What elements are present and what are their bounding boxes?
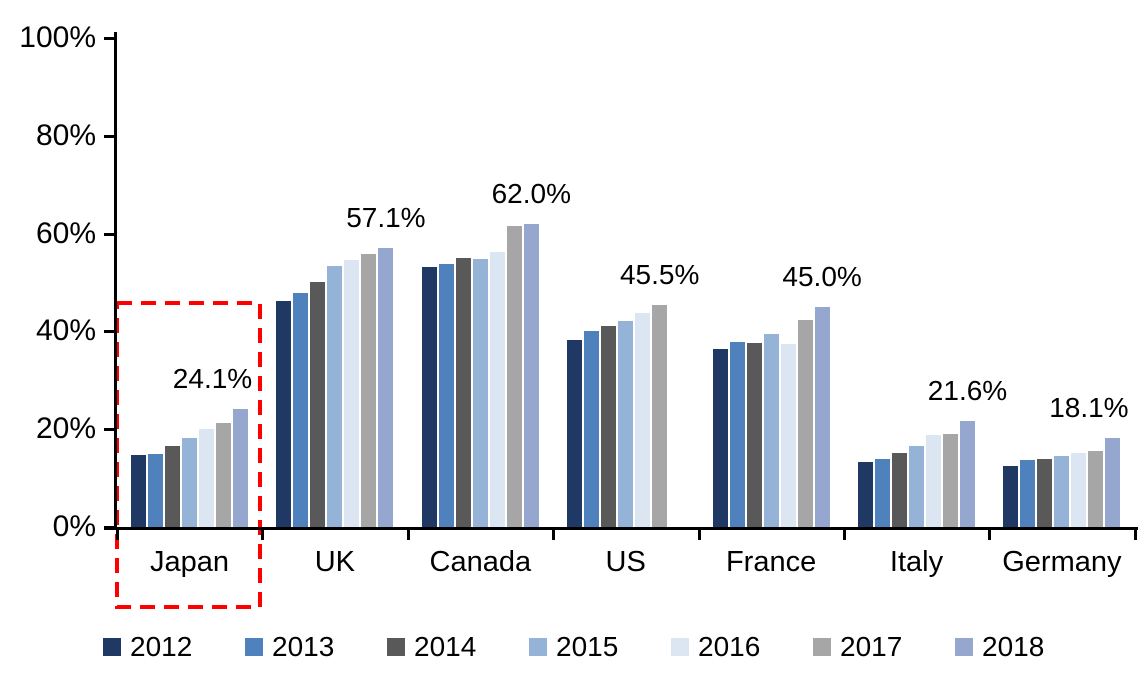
x-axis-tick xyxy=(406,527,410,540)
x-axis-tick xyxy=(988,527,992,540)
bar-japan-2014 xyxy=(165,446,180,527)
bar-germany-2018 xyxy=(1105,438,1121,527)
legend-label-2017: 2017 xyxy=(840,631,903,662)
y-axis-tick xyxy=(104,134,117,138)
bar-germany-2015 xyxy=(1054,456,1070,527)
bar-uk-2015 xyxy=(327,265,343,527)
category-label-japan: Japan xyxy=(149,546,229,578)
category-label-italy: Italy xyxy=(889,546,944,578)
y-tick-label: 40% xyxy=(35,314,96,348)
data-label-germany: 18.1% xyxy=(1049,392,1129,424)
x-axis-tick xyxy=(261,527,265,540)
bar-germany-2013 xyxy=(1020,459,1036,527)
legend-label-2013: 2013 xyxy=(272,631,335,662)
data-label-us: 45.5% xyxy=(619,258,700,290)
bar-germany-2012 xyxy=(1003,465,1019,527)
legend-swatch-2014 xyxy=(387,638,405,656)
y-axis-tick xyxy=(104,428,117,432)
data-label-france: 45.0% xyxy=(782,260,862,292)
bar-canada-2016 xyxy=(489,251,505,527)
bar-japan-2012 xyxy=(131,454,146,527)
y-tick-label: 100% xyxy=(19,21,96,54)
y-axis-tick xyxy=(104,37,117,40)
data-label-canada: 62.0% xyxy=(491,177,571,209)
bar-canada-2018 xyxy=(523,223,539,527)
category-label-uk: UK xyxy=(314,546,356,578)
bar-us-2013 xyxy=(584,330,600,527)
y-axis-tick xyxy=(104,330,117,334)
bar-italy-2015 xyxy=(909,445,924,527)
bar-canada-2014 xyxy=(455,257,471,527)
bar-japan-2016 xyxy=(199,429,214,527)
bar-canada-2015 xyxy=(472,259,488,527)
bar-us-2015 xyxy=(618,320,634,527)
bar-italy-2014 xyxy=(892,452,907,527)
bar-italy-2017 xyxy=(943,434,958,527)
bar-japan-2018 xyxy=(233,409,248,527)
x-axis-tick xyxy=(552,527,556,540)
y-axis-line xyxy=(114,32,117,530)
bar-uk-2017 xyxy=(361,254,377,527)
bar-uk-2016 xyxy=(344,259,360,527)
legend-swatch-2017 xyxy=(813,638,831,656)
bar-france-2016 xyxy=(780,344,796,527)
data-label-japan: 24.1% xyxy=(172,363,253,395)
legend-swatch-2015 xyxy=(529,638,547,656)
category-label-canada: Canada xyxy=(429,546,532,578)
bar-japan-2013 xyxy=(148,453,163,527)
bar-germany-2016 xyxy=(1071,453,1087,527)
category-label-france: France xyxy=(725,546,817,578)
legend-label-2015: 2015 xyxy=(556,631,619,662)
bar-uk-2013 xyxy=(293,292,309,527)
bar-italy-2018 xyxy=(960,421,975,527)
bar-us-2016 xyxy=(635,313,651,527)
bar-germany-2017 xyxy=(1088,450,1104,527)
legend-swatch-2012 xyxy=(103,638,121,656)
bar-italy-2016 xyxy=(926,435,941,527)
legend-label-2014: 2014 xyxy=(414,631,477,662)
bar-france-2012 xyxy=(712,348,728,527)
y-axis-tick xyxy=(104,232,117,236)
bar-italy-2012 xyxy=(858,462,873,527)
bar-france-2014 xyxy=(746,342,762,527)
bar-france-2017 xyxy=(797,320,813,527)
legend-swatch-2013 xyxy=(245,638,263,656)
bar-uk-2014 xyxy=(310,282,326,527)
legend-swatch-2018 xyxy=(955,638,973,656)
legend-label-2012: 2012 xyxy=(130,631,193,662)
bar-japan-2015 xyxy=(182,438,197,527)
bar-france-2015 xyxy=(763,334,779,527)
bar-canada-2013 xyxy=(438,264,454,527)
bar-uk-2012 xyxy=(276,300,292,527)
x-axis-tick xyxy=(116,527,119,540)
bar-canada-2017 xyxy=(506,226,522,527)
bar-canada-2012 xyxy=(421,266,437,527)
data-label-italy: 21.6% xyxy=(927,375,1008,407)
x-axis-line xyxy=(104,527,1138,530)
legend-label-2016: 2016 xyxy=(698,631,761,662)
x-axis-tick xyxy=(843,527,846,540)
bar-japan-2017 xyxy=(216,423,231,527)
legend-label-2018: 2018 xyxy=(982,631,1045,662)
bar-us-2012 xyxy=(567,339,583,527)
y-tick-label: 60% xyxy=(35,216,96,250)
category-label-germany: Germany xyxy=(1002,546,1122,578)
legend-swatch-2016 xyxy=(671,638,689,656)
data-label-uk: 57.1% xyxy=(346,201,426,233)
y-tick-label: 80% xyxy=(35,118,96,152)
bar-us-2014 xyxy=(601,325,617,527)
bar-france-2013 xyxy=(729,342,745,527)
x-axis-tick xyxy=(1133,527,1137,540)
x-axis-tick xyxy=(697,527,701,540)
bar-uk-2018 xyxy=(378,247,394,527)
category-label-us: US xyxy=(605,546,646,578)
bar-france-2018 xyxy=(814,306,830,527)
y-tick-label: 0% xyxy=(52,510,96,543)
bar-germany-2014 xyxy=(1037,458,1053,527)
bar-italy-2013 xyxy=(875,459,890,527)
bar-us-2017 xyxy=(652,304,668,527)
y-tick-label: 20% xyxy=(35,412,96,446)
